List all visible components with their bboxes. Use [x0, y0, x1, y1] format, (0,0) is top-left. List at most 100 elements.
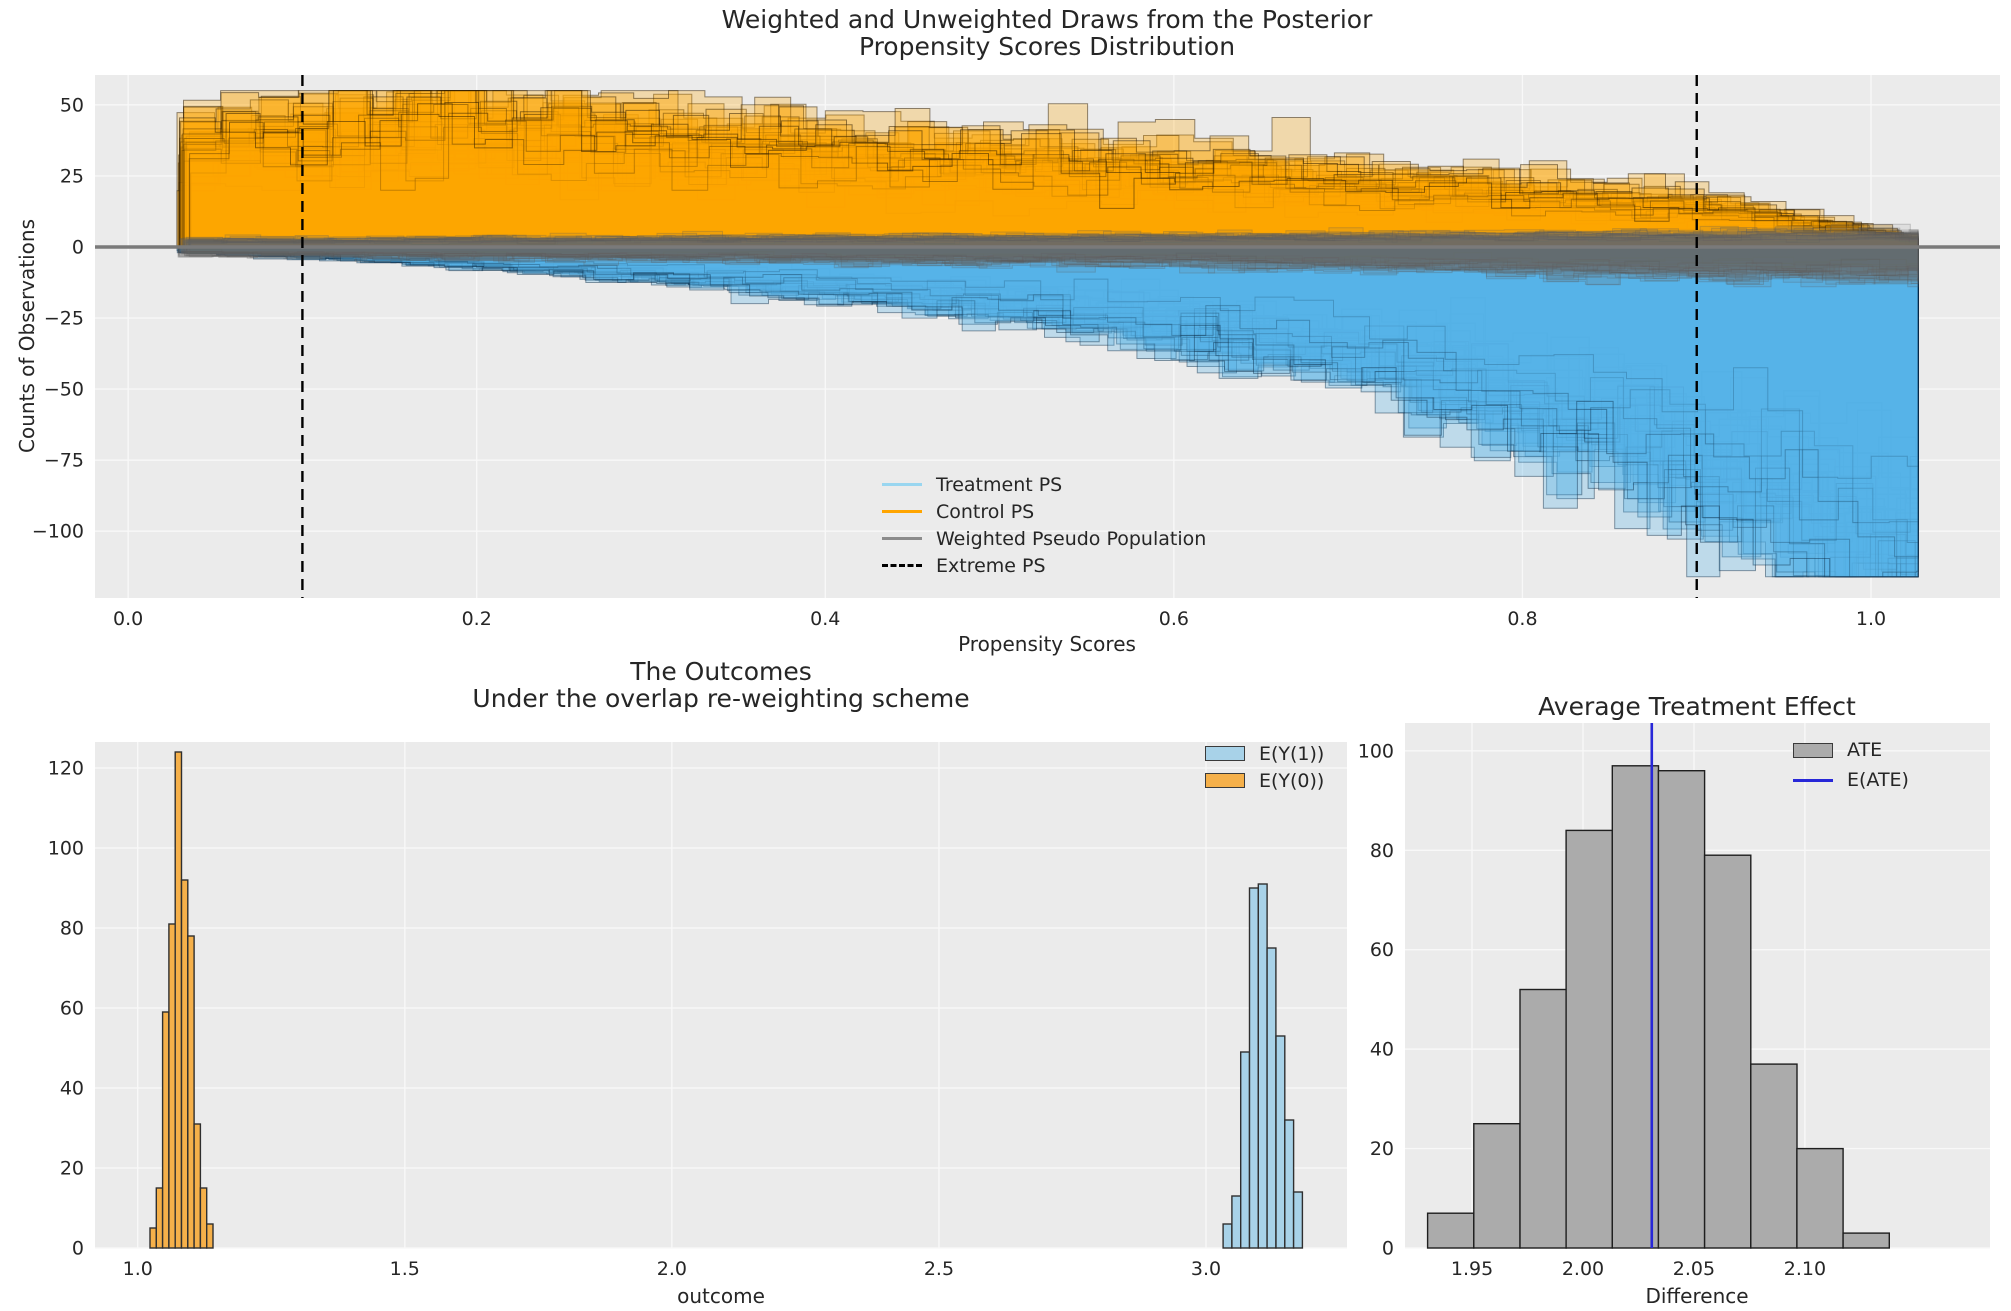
weighted-draw	[181, 246, 1919, 278]
treatment-ps-draw	[184, 246, 1919, 578]
weighted-draw	[181, 230, 1919, 248]
histogram-bar	[1796, 1147, 1844, 1249]
x-tick-label: 1.0	[1856, 608, 1886, 630]
histogram-bar	[168, 923, 176, 1249]
treatment-ps-draw	[185, 246, 1919, 478]
y-tick-label: 120	[48, 758, 84, 780]
y-tick-label: 60	[60, 998, 84, 1020]
x-tick-label: 0.0	[113, 608, 143, 630]
control-ps-draw	[189, 112, 1919, 248]
weighted-draw	[183, 231, 1919, 248]
x-tick-label: 0.8	[1507, 608, 1537, 630]
y-tick-label: −25	[44, 308, 84, 330]
eate-line-swatch-icon	[1793, 778, 1833, 782]
weighted-draw	[188, 246, 1919, 286]
weighted-draw	[187, 231, 1919, 248]
outcomes-title-line2: Under the overlap re-weighting scheme	[472, 684, 970, 713]
control-ps-draw	[183, 126, 1919, 248]
weighted-draw	[185, 227, 1919, 248]
y-tick-label: 0	[1382, 1238, 1394, 1260]
weighted-draw	[183, 246, 1919, 270]
ps-title-line1: Weighted and Unweighted Draws from the P…	[721, 5, 1373, 34]
treatment-ps-draw	[178, 246, 1919, 578]
weighted-draw	[188, 235, 1919, 248]
weighted-draw	[178, 246, 1919, 281]
x-tick-label: 0.2	[462, 608, 492, 630]
ate-legend-label: ATE	[1847, 739, 1883, 761]
treatment-ps-draw	[186, 246, 1919, 578]
x-tick-label: 1.5	[390, 1258, 420, 1280]
outcomes-legend: E(Y(1)) E(Y(0))	[1205, 740, 1324, 794]
ps-legend-item-extreme: Extreme PS	[882, 552, 1206, 579]
treatment-ps-draw	[176, 246, 1919, 578]
weighted-draw	[182, 246, 1919, 268]
histogram-bar	[161, 1011, 170, 1249]
y-tick-label: 80	[60, 918, 84, 940]
histogram-bar	[1657, 770, 1706, 1249]
weighted-draw	[189, 229, 1919, 248]
treatment-ps-draw	[177, 246, 1919, 578]
histogram-bar	[1426, 1212, 1475, 1249]
treatment-ps-draw	[184, 246, 1919, 564]
treatment-ps-draw	[182, 246, 1919, 528]
treatment-ps-draw	[187, 246, 1919, 576]
y-tick-label: 100	[1358, 740, 1394, 762]
weighted-draw	[185, 232, 1919, 248]
x-tick-label: 3.0	[1191, 1258, 1221, 1280]
treatment-ps-draw	[183, 246, 1919, 578]
outcomes-title-line1: The Outcomes	[630, 657, 812, 686]
ps-xlabel: Propensity Scores	[958, 632, 1136, 656]
histogram-bar	[1703, 854, 1752, 1249]
histogram-bar	[187, 935, 195, 1249]
treatment-ps-draw	[180, 246, 1919, 507]
weighted-draw	[186, 246, 1919, 276]
weighted-line-swatch-icon	[882, 537, 922, 540]
weighted-draw	[183, 225, 1919, 248]
x-tick-label: 0.6	[1159, 608, 1189, 630]
y-tick-label: 25	[60, 165, 84, 187]
histogram-bar	[1473, 1122, 1521, 1249]
control-ps-draw	[179, 90, 1919, 248]
histogram-bar	[193, 1123, 202, 1249]
treatment-ps-draw	[178, 246, 1919, 578]
weighted-draw	[182, 246, 1919, 279]
histogram-bar	[174, 751, 183, 1249]
histogram-bar	[205, 1223, 214, 1249]
ps-distribution-plot: 0.0 0.2 0.4 0.6 0.8 1.0 50 25 0 −25 −50 −75 −100	[32, 75, 2000, 630]
treatment-ps-draw	[182, 246, 1919, 479]
x-tick-label: 2.5	[924, 1258, 954, 1280]
control-ps-draw	[189, 126, 1919, 248]
treatment-ps-draw	[178, 246, 1919, 544]
ps-legend-item-treatment: Treatment PS	[882, 471, 1206, 498]
histogram-bar	[1275, 1035, 1286, 1249]
treatment-ps-draw	[182, 246, 1919, 536]
y-tick-label: 0	[72, 236, 84, 258]
treatment-ps-draw	[188, 246, 1919, 572]
histogram-bar	[1248, 887, 1260, 1249]
histogram-bar	[1222, 1223, 1233, 1249]
control-ps-draw	[182, 90, 1919, 248]
weighted-draw	[184, 246, 1919, 288]
treatment-ps-draw	[187, 246, 1919, 538]
weighted-draw	[179, 230, 1919, 248]
weighted-draw	[189, 232, 1919, 248]
weighted-draw	[188, 235, 1919, 248]
control-ps-draw	[190, 90, 1919, 248]
y-tick-label: 20	[1370, 1138, 1394, 1160]
histogram-bar	[1750, 1063, 1798, 1249]
y-tick-label: 0	[72, 1238, 84, 1260]
control-ps-draw	[180, 90, 1919, 248]
control-ps-draw	[183, 102, 1919, 248]
weighted-draw	[188, 233, 1919, 248]
x-tick-label: 1.95	[1451, 1258, 1493, 1280]
ey1-patch-swatch-icon	[1205, 746, 1245, 761]
treatment-ps-draw	[178, 246, 1919, 543]
weighted-draw	[183, 246, 1919, 277]
treatment-ps-draw	[185, 246, 1919, 578]
ate-legend: ATE E(ATE)	[1793, 735, 1909, 795]
treatment-ps-draw	[179, 246, 1919, 578]
treatment-ps-draw	[185, 246, 1919, 489]
weighted-draw	[180, 246, 1919, 285]
treatment-ps-draw	[178, 246, 1919, 578]
histogram-bar	[1266, 947, 1277, 1249]
